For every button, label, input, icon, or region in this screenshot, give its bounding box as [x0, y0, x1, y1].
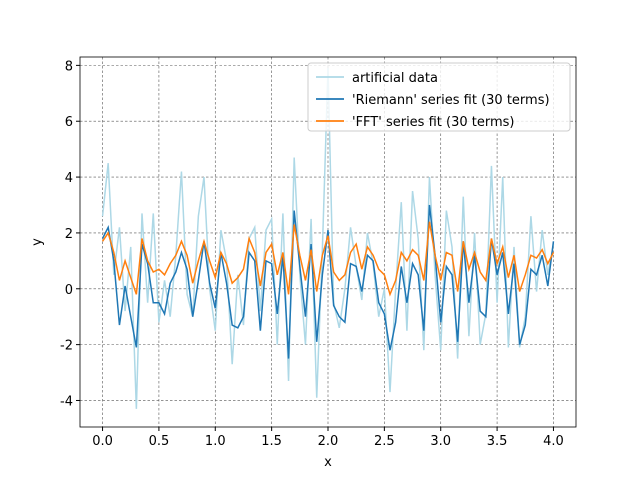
y-tick-label: 2: [65, 227, 73, 242]
x-axis-label: x: [324, 455, 332, 470]
y-axis-label: y: [30, 238, 45, 246]
x-tick-label: 0.0: [92, 434, 113, 449]
x-tick-label: 2.5: [374, 434, 395, 449]
data-line: [101, 204, 555, 359]
y-tick-label: 6: [65, 115, 73, 130]
y-tick-label: 0: [65, 283, 73, 298]
axes-frame: [79, 56, 577, 428]
legend-box: [307, 62, 571, 132]
x-tick-label: 3.5: [487, 434, 508, 449]
legend-label: artificial data: [352, 71, 438, 86]
x-tick-label: 1.5: [261, 434, 282, 449]
x-tick-label: 1.0: [205, 434, 226, 449]
y-tick-label: 8: [65, 59, 73, 74]
x-tick-label: 4.0: [543, 434, 564, 449]
legend-label: 'Riemann' series fit (30 terms): [352, 93, 550, 108]
legend: artificial data 'Riemann' series fit (30 …: [307, 62, 571, 132]
y-tick-label: -2: [60, 339, 73, 354]
x-tick-label: 2.0: [318, 434, 339, 449]
data-line: [101, 221, 555, 297]
legend-label: 'FFT' series fit (30 terms): [352, 115, 514, 130]
y-tick-label: -4: [60, 394, 73, 409]
x-tick-label: 0.5: [149, 434, 170, 449]
y-tick-label: 4: [65, 171, 73, 186]
x-tick-label: 3.0: [430, 434, 451, 449]
